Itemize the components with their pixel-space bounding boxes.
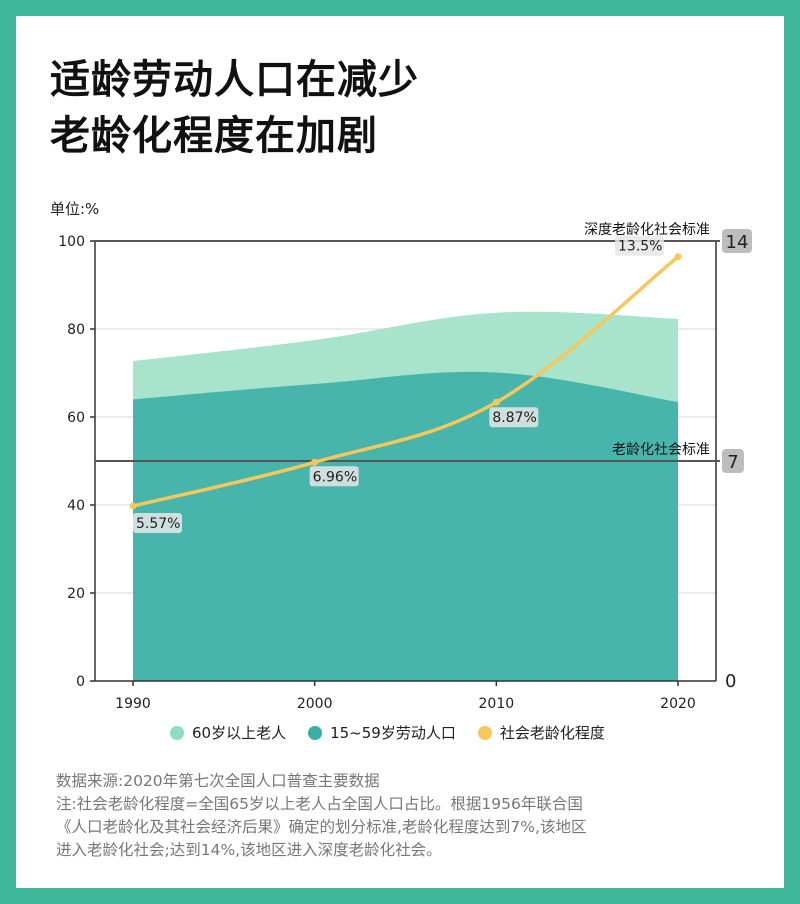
line-aging [132, 255, 680, 508]
y-tick-label: 100 [58, 234, 85, 250]
data-label: 6.96% [313, 469, 357, 485]
data-label-bg [489, 407, 539, 428]
y-tick-label: 20 [67, 586, 85, 602]
title-line-2: 老龄化程度在加剧 [50, 113, 378, 159]
reference-tag [722, 449, 744, 473]
note-line-2: 《人口老龄化及其社会经济后果》确定的划分标准,老龄化程度达到7%,该地区 [56, 818, 587, 836]
reference-tag [722, 229, 752, 253]
legend-swatch-aging [477, 725, 492, 740]
y-tick-label: 0 [76, 674, 85, 690]
data-label: 5.57% [136, 516, 180, 532]
x-tick-label: 1990 [115, 696, 151, 712]
data-label-bg [133, 512, 182, 533]
chart-title: 适龄劳动人口在减少 老龄化程度在加剧 [50, 52, 419, 164]
aging-point [492, 398, 500, 406]
area-labor [133, 371, 678, 681]
y2-tick-label: 0 [725, 671, 736, 692]
legend-item-elderly: 60岁以上老人 [170, 722, 286, 743]
reference-line-label: 老龄化社会标准 [612, 442, 710, 458]
reference-tag-label: 7 [727, 452, 738, 473]
unit-label: 单位:% [50, 200, 99, 218]
y-tick-label: 40 [67, 498, 85, 514]
data-label-bg [309, 466, 359, 487]
legend-item-aging: 社会老龄化程度 [477, 722, 605, 743]
legend: 60岁以上老人 15~59岁劳动人口 社会老龄化程度 [170, 722, 605, 743]
x-tick-label: 2020 [660, 696, 696, 712]
reference-line-label: 深度老龄化社会标准 [584, 222, 710, 238]
note-line-3: 进入老龄化社会;达到14%,该地区进入深度老龄化社会。 [56, 841, 442, 859]
x-tick-label: 2010 [479, 696, 515, 712]
note-line-1: 注:社会老龄化程度=全国65岁以上老人占全国人口占比。根据1956年联合国 [56, 795, 583, 813]
legend-swatch-elderly [170, 725, 184, 740]
aging-point [674, 253, 682, 261]
legend-label-aging: 社会老龄化程度 [499, 724, 605, 742]
data-label: 8.87% [492, 410, 536, 426]
legend-label-elderly: 60岁以上老人 [192, 724, 287, 742]
source-line: 数据来源:2020年第七次全国人口普查主要数据 [56, 772, 380, 790]
data-label-bg [615, 235, 664, 256]
legend-swatch-labor [308, 725, 323, 740]
data-label: 13.5% [618, 239, 662, 255]
legend-label-labor: 15~59岁劳动人口 [330, 724, 456, 742]
source-notes: 数据来源:2020年第七次全国人口普查主要数据 注:社会老龄化程度=全国65岁以… [56, 770, 586, 862]
aging-point [311, 458, 319, 466]
legend-item-labor: 15~59岁劳动人口 [308, 722, 456, 743]
y-tick-label: 80 [67, 322, 85, 338]
aging-point [129, 502, 137, 510]
y-tick-label: 60 [67, 410, 85, 426]
reference-tag-label: 14 [726, 232, 749, 253]
x-tick-label: 2000 [297, 696, 333, 712]
title-line-1: 适龄劳动人口在减少 [50, 57, 419, 103]
